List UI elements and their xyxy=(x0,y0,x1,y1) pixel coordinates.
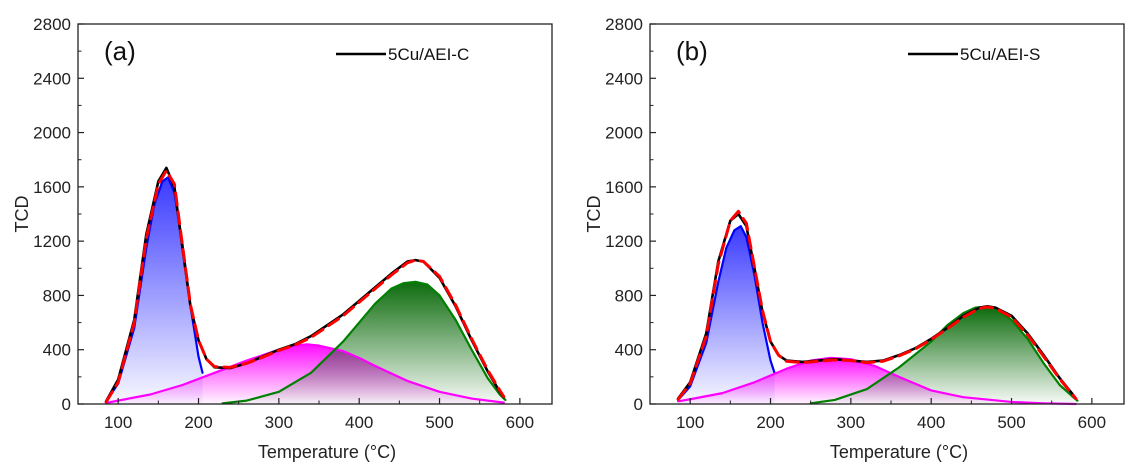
y-tick-label: 2400 xyxy=(33,69,71,88)
x-tick-label: 100 xyxy=(676,413,704,432)
y-tick-label: 2800 xyxy=(605,15,643,34)
y-tick-label: 2000 xyxy=(605,124,643,143)
y-tick-label: 800 xyxy=(615,286,643,305)
y-tick-label: 0 xyxy=(634,395,643,414)
y-tick-label: 2800 xyxy=(33,15,71,34)
y-tick-label: 1600 xyxy=(605,178,643,197)
x-tick-label: 200 xyxy=(184,413,212,432)
chart-b-svg: 0 400 800 1200 1600 2000 2400 2800 100 200 300 400 5… xyxy=(584,15,1125,462)
legend-label: 5Cu/AEI-S xyxy=(960,45,1040,64)
x-tick-label: 400 xyxy=(345,413,373,432)
x-tick-label: 400 xyxy=(917,413,945,432)
y-tick-label: 2400 xyxy=(605,69,643,88)
x-tick-label: 600 xyxy=(506,413,534,432)
y-tick-label: 0 xyxy=(62,395,71,414)
fit-line xyxy=(676,209,1078,401)
chart-panel-a: 0 400 800 1200 1600 2000 2400 2800 100 200 300 400 5… xyxy=(0,0,560,466)
component-line-2 xyxy=(677,225,776,402)
component-line-3 xyxy=(105,343,505,405)
component-fill-4 xyxy=(222,281,506,404)
chart-panel-b: 0 400 800 1200 1600 2000 2400 2800 100 200 300 400 5… xyxy=(572,0,1132,466)
y-tick-label: 400 xyxy=(43,341,71,360)
y-tick-label: 2000 xyxy=(33,124,71,143)
component-fill-4 xyxy=(810,306,1078,404)
x-tick-label: 500 xyxy=(997,413,1025,432)
component-fill-2 xyxy=(106,177,203,404)
component-line-4 xyxy=(221,280,507,405)
y-axis-title: TCD xyxy=(12,196,32,233)
x-axis-title: Temperature (°C) xyxy=(258,442,396,462)
x-tick-label: 100 xyxy=(104,413,132,432)
legend-label: 5Cu/AEI-C xyxy=(388,45,469,64)
component-fill-2 xyxy=(678,226,775,404)
x-axis-title: Temperature (°C) xyxy=(830,442,968,462)
chart-a-svg: 0 400 800 1200 1600 2000 2400 2800 100 200 300 400 5… xyxy=(12,15,553,462)
y-tick-label: 1200 xyxy=(33,232,71,251)
y-tick-label: 1600 xyxy=(33,178,71,197)
x-tick-label: 300 xyxy=(265,413,293,432)
x-tick-label: 200 xyxy=(756,413,784,432)
component-fill-3 xyxy=(678,357,1076,404)
x-tick-label: 600 xyxy=(1078,413,1106,432)
fit-line xyxy=(104,169,506,404)
panel-label: (a) xyxy=(104,36,136,66)
y-tick-label: 1200 xyxy=(605,232,643,251)
panel-label: (b) xyxy=(676,36,708,66)
y-axis-title: TCD xyxy=(584,196,604,233)
x-tick-label: 500 xyxy=(425,413,453,432)
y-tick-label: 400 xyxy=(615,341,643,360)
x-tick-label: 300 xyxy=(837,413,865,432)
y-tick-label: 800 xyxy=(43,286,71,305)
